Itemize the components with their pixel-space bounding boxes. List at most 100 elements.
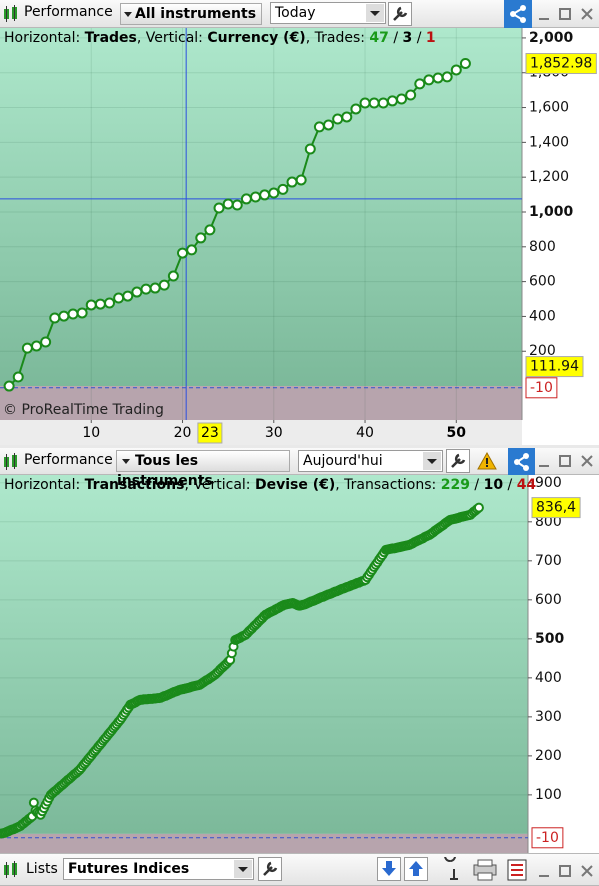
window-controls[interactable] (536, 5, 596, 23)
data-point (167, 270, 179, 282)
x-tick-label: 10 (82, 425, 100, 441)
data-point (368, 97, 380, 109)
move-buttons[interactable] (377, 857, 429, 881)
separator: / (507, 477, 513, 493)
marker-box (525, 53, 597, 75)
y-tick-label: 100 (535, 787, 562, 803)
data-point (113, 292, 125, 304)
data-point (195, 232, 207, 244)
marker-box (525, 356, 584, 378)
data-point (304, 143, 316, 155)
list-name: Futures Indices (68, 861, 190, 877)
y-tick-label: 600 (535, 592, 562, 608)
data-point (313, 121, 325, 133)
y-tick-label: 800 (529, 239, 556, 255)
app-icon (4, 5, 17, 22)
arrow (122, 459, 130, 464)
window-controls[interactable] (536, 862, 596, 880)
y-tick-label: 1,600 (529, 100, 569, 116)
y-tick-label: 600 (529, 274, 556, 290)
lists-title: Lists (26, 861, 58, 877)
data-point (231, 199, 243, 211)
neutral-count: 3 (402, 30, 413, 46)
value: Currency (€) (207, 30, 306, 46)
label: , Vertical: (136, 30, 203, 46)
y-tick-label: 1,000 (529, 204, 574, 220)
panel-title: Performance (24, 4, 113, 20)
data-point (405, 89, 417, 101)
dropdown-arrow (366, 4, 384, 22)
chart-header: Horizontal: Transactions, Vertical: Devi… (4, 477, 536, 493)
instruments-button[interactable]: Tous les instruments (116, 450, 290, 489)
x-tick-label: 30 (265, 425, 283, 441)
instruments: All instruments (135, 6, 257, 22)
data-point (31, 340, 43, 352)
y-tick-label: 700 (535, 553, 562, 569)
axis-background (528, 475, 599, 853)
period: Today (275, 5, 316, 21)
x-tick-label: 20 (174, 425, 192, 441)
data-point (396, 93, 408, 105)
data-point (250, 191, 262, 203)
share-button[interactable] (508, 448, 535, 475)
data-point (85, 299, 97, 311)
y-tick-label: 1,200 (529, 169, 569, 185)
y-tick-label: 300 (535, 709, 562, 725)
chart-header: Horizontal: Trades, Vertical: Currency (… (4, 30, 436, 46)
dropdown-arrow (234, 860, 252, 878)
data-point (76, 307, 88, 319)
marker-label: 836,4 (536, 500, 576, 516)
marker-label: -10 (530, 380, 553, 396)
data-point (104, 297, 116, 309)
data-point (377, 97, 389, 109)
data-point (286, 176, 298, 188)
data-point (295, 174, 307, 186)
window-controls[interactable] (536, 452, 596, 470)
tool-icons[interactable] (444, 857, 532, 883)
data-point (21, 342, 33, 354)
warning-icon[interactable] (477, 452, 497, 470)
settings-button[interactable] (388, 2, 412, 26)
y-tick-label: 200 (529, 343, 556, 359)
panel-title: Performance (24, 452, 113, 468)
period-select[interactable]: Today (270, 2, 386, 24)
data-point (149, 282, 161, 294)
value: Devise (€) (254, 477, 336, 493)
data-point (58, 310, 70, 322)
y-tick-label: 2,000 (529, 30, 574, 46)
data-point (473, 502, 484, 513)
separator: / (474, 477, 480, 493)
data-point (332, 113, 344, 125)
plot-background (0, 28, 522, 387)
marker-label: 111.94 (530, 359, 579, 375)
data-point (341, 111, 353, 123)
label: Horizontal: (4, 30, 81, 46)
toolbar: Performance Tous les instruments Aujourd… (0, 448, 599, 489)
label: , Trades: (305, 30, 365, 46)
separator: / (393, 30, 399, 46)
data-point (49, 312, 61, 324)
bottom-toolbar: Lists Futures Indices (0, 853, 599, 886)
data-point (122, 290, 134, 302)
data-point (67, 308, 79, 320)
y-tick-label: 400 (529, 308, 556, 324)
data-point (432, 72, 444, 84)
data-point (268, 187, 280, 199)
period: Aujourd'hui (303, 453, 383, 469)
settings-button[interactable] (446, 449, 470, 473)
watermark: © ProRealTime Trading (3, 402, 164, 418)
share-button[interactable] (504, 0, 532, 28)
settings-button[interactable] (258, 857, 282, 881)
x-tick-label: 50 (447, 425, 467, 441)
instruments-button[interactable]: All instruments (120, 3, 262, 25)
period-select[interactable]: Aujourd'hui (298, 450, 443, 472)
toolbar: Performance All instruments Today (0, 0, 599, 28)
marker-box (531, 497, 581, 519)
list-select[interactable]: Futures Indices (63, 858, 254, 880)
negative-zone (0, 833, 528, 853)
app-icon (4, 861, 17, 878)
marker-box (525, 377, 558, 399)
dropdown-arrow (423, 452, 441, 470)
data-point (40, 336, 52, 348)
